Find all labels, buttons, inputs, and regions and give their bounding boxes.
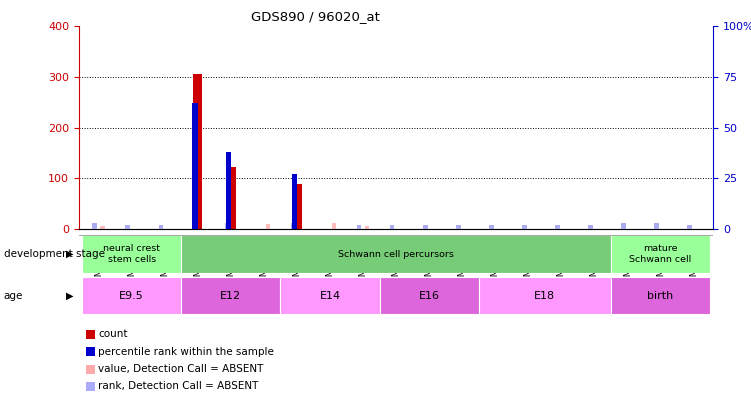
- Text: E16: E16: [419, 291, 439, 301]
- Bar: [266, 224, 270, 229]
- Bar: [82, 277, 181, 314]
- Bar: [456, 225, 460, 229]
- Text: count: count: [98, 329, 128, 339]
- Text: E9.5: E9.5: [119, 291, 144, 301]
- Text: GDS890 / 96020_at: GDS890 / 96020_at: [251, 10, 380, 23]
- Bar: [687, 225, 692, 229]
- Bar: [280, 277, 379, 314]
- Bar: [192, 103, 198, 229]
- Bar: [654, 223, 659, 229]
- Bar: [357, 225, 361, 229]
- Text: value, Detection Call = ABSENT: value, Detection Call = ABSENT: [98, 364, 264, 374]
- Text: E14: E14: [319, 291, 341, 301]
- Bar: [332, 223, 336, 229]
- Bar: [181, 277, 280, 314]
- Bar: [125, 225, 130, 229]
- Text: age: age: [4, 291, 23, 301]
- Text: mature
Schwann cell: mature Schwann cell: [629, 245, 692, 264]
- Bar: [555, 225, 559, 229]
- Bar: [611, 277, 710, 314]
- Bar: [479, 277, 611, 314]
- Text: Schwann cell percursors: Schwann cell percursors: [338, 249, 454, 259]
- Text: percentile rank within the sample: percentile rank within the sample: [98, 347, 274, 356]
- Bar: [292, 184, 302, 229]
- Text: ▶: ▶: [66, 249, 74, 259]
- Bar: [226, 152, 231, 229]
- Bar: [611, 235, 710, 273]
- Text: birth: birth: [647, 291, 674, 301]
- Bar: [621, 223, 626, 229]
- Bar: [225, 223, 229, 229]
- Text: neural crest
stem cells: neural crest stem cells: [103, 245, 160, 264]
- Text: ▶: ▶: [66, 291, 74, 301]
- Bar: [588, 225, 593, 229]
- Bar: [82, 235, 181, 273]
- Bar: [390, 225, 394, 229]
- Bar: [181, 235, 611, 273]
- Text: E18: E18: [534, 291, 556, 301]
- Bar: [522, 225, 526, 229]
- Text: development stage: development stage: [4, 249, 104, 259]
- Bar: [193, 75, 203, 229]
- Bar: [158, 225, 163, 229]
- Text: E12: E12: [220, 291, 242, 301]
- Bar: [92, 223, 97, 229]
- Bar: [101, 226, 105, 229]
- Text: rank, Detection Call = ABSENT: rank, Detection Call = ABSENT: [98, 382, 259, 391]
- Bar: [379, 277, 479, 314]
- Bar: [365, 226, 369, 229]
- Bar: [292, 174, 297, 229]
- Bar: [226, 167, 236, 229]
- Bar: [291, 223, 295, 229]
- Bar: [489, 225, 493, 229]
- Bar: [423, 225, 427, 229]
